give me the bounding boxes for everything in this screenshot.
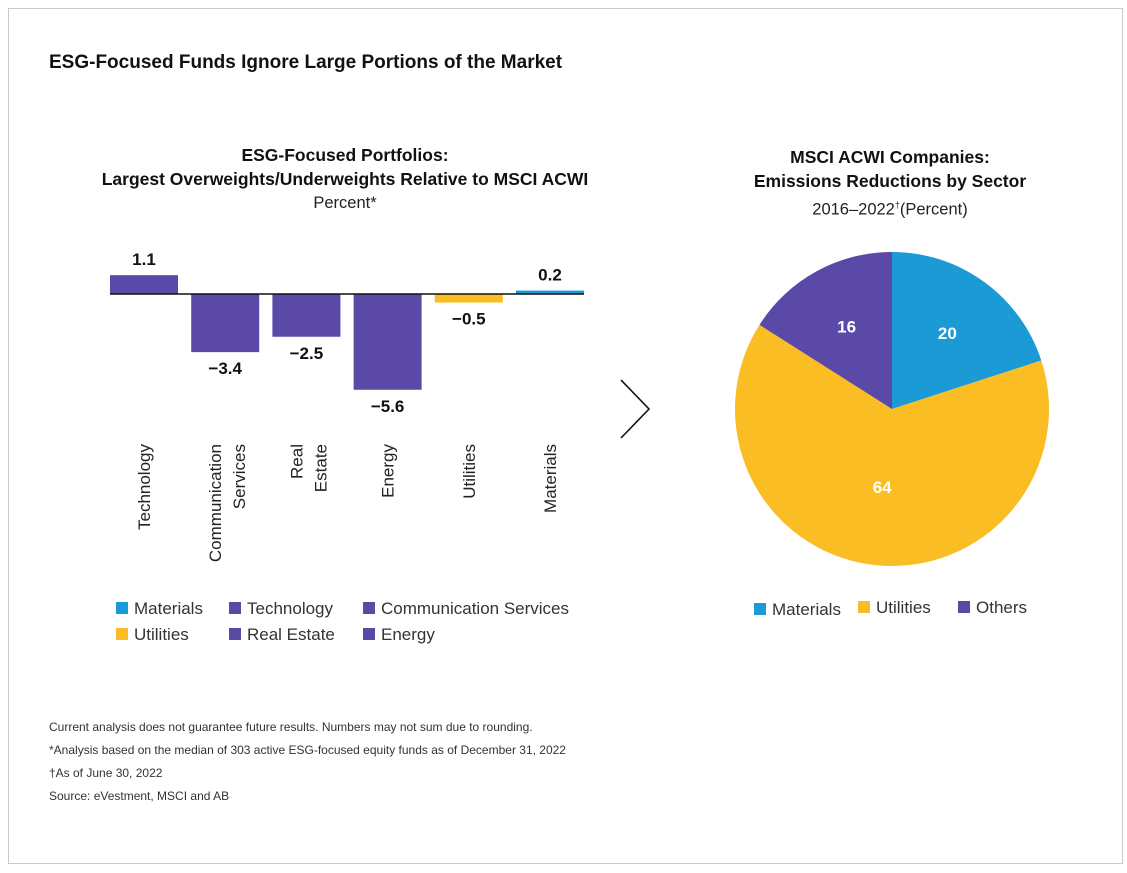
pie-slice-label: 64 [873, 478, 892, 497]
category-label: Communication Services [206, 444, 249, 562]
bar-value-label: −3.4 [208, 359, 242, 378]
category-label: Technology [135, 444, 154, 531]
page-title: ESG-Focused Funds Ignore Large Portions … [49, 52, 563, 73]
legend-item-others: Others [958, 598, 1027, 618]
footnote-disclaimer: Current analysis does not guarantee futu… [49, 720, 533, 734]
legend-item-utilities: Utilities [116, 625, 189, 645]
bar-chart: 1.1 −3.4 −2.5 −5.6 −0.5 0.2 Technology Communic… [110, 250, 584, 562]
category-label: Utilities [460, 444, 479, 499]
legend-swatch [958, 601, 970, 613]
legend-item-materials: Materials [754, 600, 841, 620]
bar-value-label: −0.5 [452, 310, 486, 329]
pie-chart-title: MSCI ACWI Companies: Emissions Reduction… [700, 145, 1080, 222]
pie-chart-subtitle: 2016–2022†(Percent) [812, 200, 968, 219]
pie-slice-label: 20 [938, 324, 957, 343]
category-label: Materials [541, 444, 560, 513]
legend-swatch [116, 628, 128, 640]
legend-item-communication-services: Communication Services [363, 599, 569, 619]
category-label: Energy [379, 444, 398, 498]
legend-swatch [858, 601, 870, 613]
legend-item-real-estate: Real Estate [229, 625, 335, 645]
bar-value-label: 0.2 [538, 266, 562, 285]
footnote-analysis: *Analysis based on the median of 303 act… [49, 743, 566, 757]
bar-utilities [434, 294, 503, 303]
pie-chart: 20 64 16 [735, 252, 1049, 566]
bar-value-label: −2.5 [290, 344, 324, 363]
chart-frame [8, 8, 1123, 864]
bar-chart-title: ESG-Focused Portfolios: Largest Overweig… [60, 143, 630, 215]
legend-swatch [363, 628, 375, 640]
legend-item-energy: Energy [363, 625, 435, 645]
bar-materials [516, 290, 584, 294]
chevron-right-icon [620, 379, 651, 439]
bar-chart-title-line2: Largest Overweights/Underweights Relativ… [101, 169, 589, 189]
pie-slice-label: 16 [837, 317, 856, 336]
bar-real-estate [272, 294, 341, 337]
bar-communication-services [191, 294, 260, 353]
legend-swatch [116, 602, 128, 614]
pie-chart-title-line2: Emissions Reductions by Sector [753, 171, 1027, 191]
legend-item-utilities: Utilities [858, 598, 931, 618]
bar-energy [353, 294, 422, 390]
legend-swatch [229, 628, 241, 640]
bar-value-label: −5.6 [371, 397, 405, 416]
category-label: Real Estate [287, 444, 330, 492]
bar-chart-title-line1: ESG-Focused Portfolios: [241, 145, 449, 165]
pie-slice-utilities [735, 324, 1049, 566]
bar-value-label: 1.1 [132, 250, 156, 269]
pie-slice-others [759, 252, 892, 409]
bar-chart-subtitle: Percent* [313, 194, 377, 212]
legend-swatch [754, 603, 766, 615]
legend-swatch [229, 602, 241, 614]
footnote-as-of: †As of June 30, 2022 [49, 766, 163, 780]
footnotes: Current analysis does not guarantee futu… [49, 716, 566, 808]
pie-slice-materials [892, 252, 1042, 409]
legend-item-technology: Technology [229, 599, 333, 619]
legend-swatch [363, 602, 375, 614]
bar-technology [110, 275, 178, 294]
legend-item-materials: Materials [116, 599, 203, 619]
footnote-source: Source: eVestment, MSCI and AB [49, 789, 230, 803]
pie-chart-title-line1: MSCI ACWI Companies: [790, 147, 990, 167]
